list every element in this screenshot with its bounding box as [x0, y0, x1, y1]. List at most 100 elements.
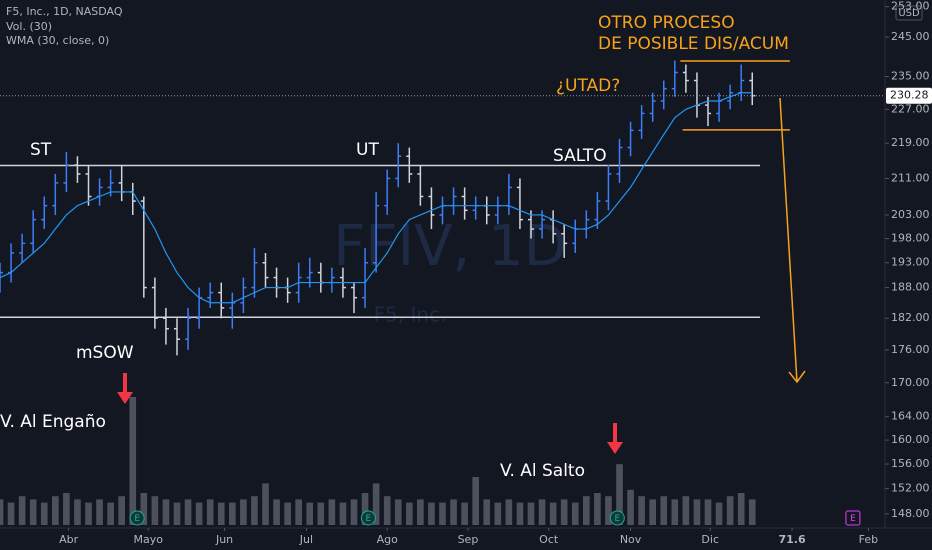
- red-arrow: [117, 373, 623, 454]
- y-tick-label: 170.00: [891, 376, 930, 389]
- volume-bar: [394, 499, 402, 525]
- earnings-marker[interactable]: [360, 510, 376, 526]
- annotation: V. Al Engaño: [0, 412, 106, 432]
- earnings-label[interactable]: E: [134, 514, 140, 524]
- volume-bar: [7, 502, 15, 525]
- x-tick-label: Abr: [59, 533, 79, 546]
- volume-bar: [649, 499, 657, 525]
- y-tick-label: 176.00: [891, 343, 930, 356]
- y-tick-label: 152.00: [891, 482, 930, 495]
- volume-bar: [737, 493, 745, 525]
- volume-bar: [29, 499, 37, 525]
- currency-box[interactable]: [895, 5, 923, 21]
- volume-bar: [704, 499, 712, 525]
- volume-bar: [217, 502, 225, 525]
- earnings-marker[interactable]: [129, 510, 145, 526]
- annotation: mSOW: [76, 343, 134, 363]
- volume-bar: [439, 502, 446, 525]
- volume-bar: [682, 496, 690, 525]
- earnings-label[interactable]: E: [850, 514, 856, 524]
- volume-bar: [317, 502, 325, 525]
- x-tick-label: Feb: [859, 533, 878, 546]
- volume-bar: [184, 499, 192, 525]
- volume-bar: [173, 502, 181, 525]
- volume-bar: [660, 496, 668, 525]
- orange-arrow: [779, 97, 806, 384]
- volume-bar: [350, 499, 358, 525]
- volume-bar: [417, 499, 424, 525]
- volume-bar: [361, 493, 369, 525]
- y-tick-label: 245.00: [891, 30, 930, 43]
- y-tick-label: 156.00: [891, 457, 930, 470]
- last-price-box: [886, 87, 932, 104]
- volume-bar: [140, 493, 148, 525]
- volume-bar: [206, 499, 214, 525]
- volume-bar: [328, 499, 336, 525]
- earnings-label[interactable]: E: [614, 514, 620, 524]
- y-tick-label: 182.00: [891, 311, 930, 324]
- volume-bar: [74, 499, 81, 525]
- volume-bar: [251, 496, 258, 525]
- annotation: ¿UTAD?: [556, 76, 620, 96]
- volume-bar: [450, 499, 457, 525]
- watermark-subtitle: F5, Inc.: [374, 303, 447, 327]
- y-tick-label: 148.00: [891, 507, 930, 520]
- earnings-marker[interactable]: [845, 510, 861, 526]
- volume-bar: [118, 496, 126, 525]
- volume-bar: [85, 502, 92, 525]
- y-tick-label: 253.00: [891, 0, 930, 13]
- volume-bar: [405, 502, 413, 525]
- wma-line: [0, 92, 753, 304]
- volume-bar: [240, 499, 247, 525]
- volume-bar: [63, 493, 70, 525]
- currency[interactable]: USD: [898, 8, 920, 19]
- earnings-label[interactable]: E: [366, 514, 372, 524]
- earnings-marker[interactable]: [609, 510, 625, 526]
- x-tick-label: Sep: [458, 533, 479, 546]
- volume-bar: [40, 502, 48, 525]
- volume-bar: [505, 499, 513, 525]
- annotation: UT: [356, 140, 379, 160]
- volume-bar: [306, 502, 314, 525]
- volume-bar: [295, 499, 303, 525]
- y-tick-label: 227.00: [891, 102, 930, 115]
- volume-bar: [51, 496, 59, 525]
- volume-bar: [0, 499, 4, 525]
- y-tick-label: 235.00: [891, 70, 930, 83]
- volume-bar: [339, 502, 347, 525]
- volume-bar: [195, 502, 203, 525]
- annotation: ST: [30, 140, 52, 160]
- volume-bar: [284, 502, 291, 525]
- annotation: V. Al Salto: [500, 461, 585, 481]
- volume-bar: [107, 502, 114, 525]
- y-tick-label: 211.00: [891, 171, 930, 184]
- volume-bar: [96, 499, 103, 525]
- volume-bar: [372, 483, 380, 525]
- x-tick-label: 71.6: [779, 533, 806, 546]
- volume-bar: [494, 502, 502, 525]
- volume-bar: [527, 502, 535, 525]
- volume-bar: [262, 483, 269, 525]
- y-tick-label: 160.00: [891, 433, 930, 446]
- volume-bar: [472, 477, 480, 525]
- x-tick-label: Nov: [620, 533, 642, 546]
- x-tick-label: Jul: [299, 533, 313, 546]
- annotation: DE POSIBLE DIS/ACUM: [598, 34, 789, 54]
- symbol-title: F5, Inc., 1D, NASDAQ: [6, 5, 123, 18]
- volume-bar: [715, 502, 723, 525]
- x-tick-label: Dic: [701, 533, 719, 546]
- volume-bar: [228, 502, 236, 525]
- volume-bar: [162, 499, 170, 525]
- x-tick-label: Mayo: [133, 533, 163, 546]
- volume-bar: [461, 502, 468, 525]
- x-tick-label: Ago: [377, 533, 399, 546]
- volume-bar: [594, 493, 601, 525]
- volume-bar: [538, 499, 546, 525]
- y-tick-label: 198.00: [891, 232, 930, 245]
- volume-bar: [483, 499, 491, 525]
- volume-bar: [151, 496, 159, 525]
- y-tick-label: 219.00: [891, 136, 930, 149]
- volume-bar: [273, 499, 280, 525]
